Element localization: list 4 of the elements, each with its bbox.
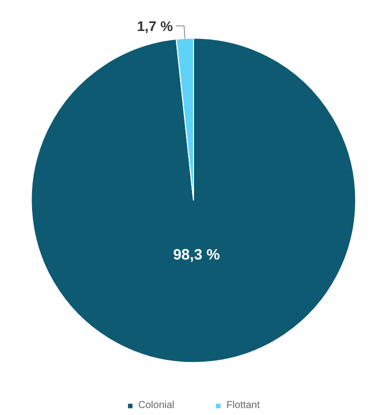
- data-label: 98,3 %: [173, 246, 220, 264]
- data-label: 1,7 %: [136, 18, 174, 34]
- legend-label: Flottant: [226, 400, 260, 411]
- legend-label: Colonial: [138, 400, 174, 411]
